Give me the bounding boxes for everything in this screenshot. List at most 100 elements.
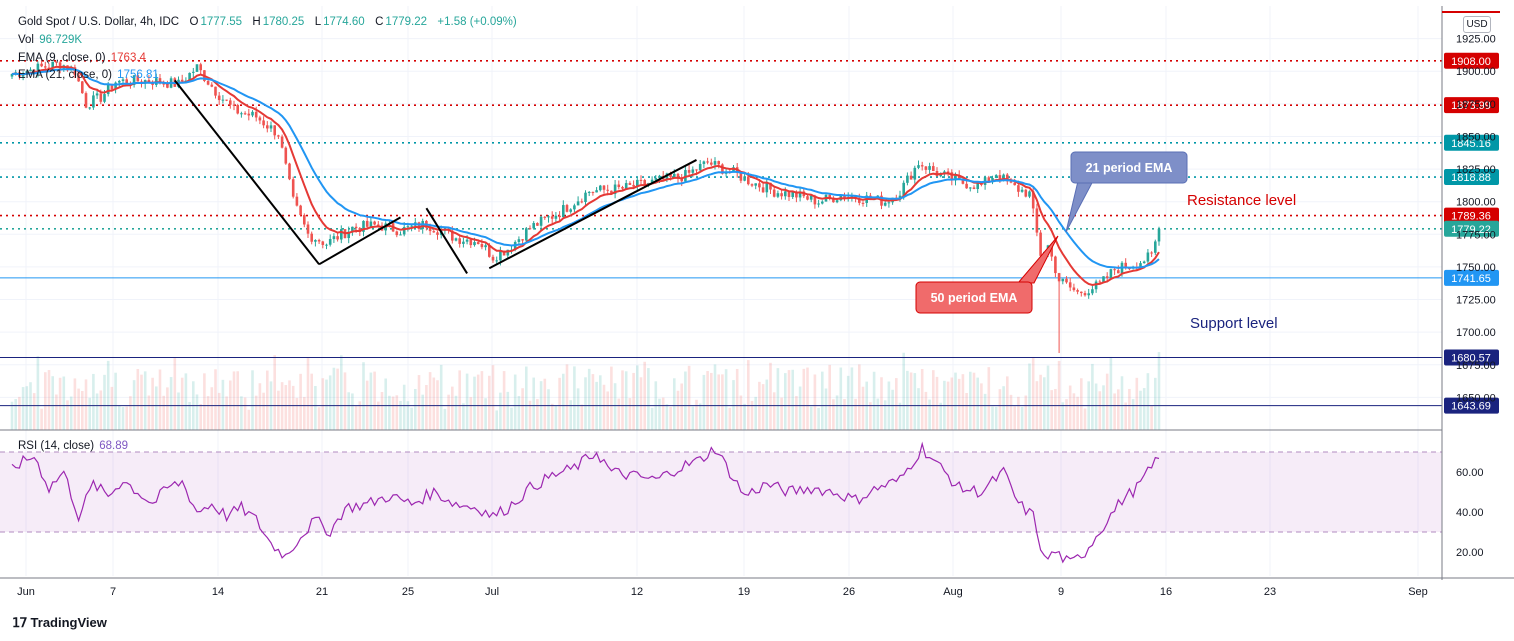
callout-21-pointer <box>1065 180 1094 233</box>
volume-bar <box>499 392 502 430</box>
volume-bar <box>21 387 25 430</box>
candle-body <box>291 179 295 197</box>
candle-body <box>673 173 676 177</box>
volume-bar <box>824 388 828 430</box>
volume-bar <box>55 394 58 430</box>
candle-body <box>229 100 232 105</box>
callout-21-label: 21 period EMA <box>1086 161 1173 175</box>
candle-body <box>1146 252 1150 262</box>
candle-body <box>739 172 743 181</box>
volume-bar <box>706 371 709 430</box>
volume-bar <box>84 379 88 430</box>
price-tick-label: 1925.00 <box>1456 34 1496 46</box>
trend-line <box>174 79 320 265</box>
candle-body <box>251 111 254 116</box>
symbol-title[interactable]: Gold Spot / U.S. Dollar, 4h, IDC <box>18 16 180 28</box>
volume-bar <box>957 378 961 430</box>
candle-body <box>636 179 639 187</box>
candle-body <box>1102 276 1105 283</box>
candle-body <box>354 226 358 229</box>
candle-body <box>702 161 706 164</box>
candle-body <box>795 191 798 198</box>
volume-bar <box>491 365 495 430</box>
volume-bar <box>266 370 269 430</box>
candle-body <box>44 66 47 68</box>
candle-body <box>1013 182 1016 186</box>
time-tick-label: 12 <box>631 586 643 598</box>
volume-bar <box>214 369 217 430</box>
volume-bar <box>913 373 917 430</box>
tradingview-logo[interactable]: 𝟣𝟩 TradingView <box>12 615 107 630</box>
volume-bar <box>832 399 835 430</box>
candle-body <box>36 63 40 74</box>
volume-bar <box>1031 357 1035 430</box>
candle-body <box>491 256 495 261</box>
volume-bar <box>532 377 535 430</box>
candle-body <box>10 73 14 77</box>
rsi-band-fill <box>0 452 1442 532</box>
candle-body <box>99 93 103 102</box>
volume-bar <box>1102 385 1105 430</box>
currency-button[interactable]: USD <box>1463 16 1491 33</box>
candle-body <box>77 75 80 82</box>
rsi-panel: 60.00 40.00 20.00 <box>0 441 1484 564</box>
candle-body <box>562 205 565 218</box>
volume-bar <box>299 373 302 430</box>
candle-body <box>784 191 787 197</box>
candle-body <box>772 189 776 197</box>
volume-bar <box>425 385 428 430</box>
volume-bar <box>613 383 617 430</box>
candle-body <box>639 179 643 181</box>
volume-bar <box>162 395 165 430</box>
volume-bar <box>576 388 580 430</box>
volume-bar <box>395 395 399 430</box>
callout-21-box <box>1070 151 1188 184</box>
price-tick-label: 1725.00 <box>1456 295 1496 307</box>
volume-bar <box>909 372 913 430</box>
candle-body <box>902 182 905 196</box>
candle-body <box>1061 278 1065 282</box>
volume-bar <box>203 373 206 430</box>
volume-bar <box>258 383 262 430</box>
ema9-legend[interactable]: EMA (9, close, 0) 1763.4 <box>18 52 146 64</box>
volume-bar <box>1094 383 1098 430</box>
candle-body <box>606 189 609 191</box>
candle-body <box>713 161 717 165</box>
volume-bar <box>1128 388 1131 430</box>
volume-bar <box>32 393 36 430</box>
candle-body <box>887 202 891 204</box>
candle-body <box>1035 208 1039 233</box>
volume-bar <box>1157 352 1161 430</box>
candle-body <box>924 166 928 170</box>
vol-legend[interactable]: Vol 96.729K <box>18 34 83 46</box>
candle-body <box>332 236 336 240</box>
candle-body <box>469 239 473 246</box>
candle-body <box>1142 261 1146 264</box>
candle-body <box>232 104 236 106</box>
volume-bar <box>132 380 136 430</box>
candle-body <box>21 74 25 77</box>
volume-bar <box>243 397 247 430</box>
volume-bar <box>998 389 1002 430</box>
candle-body <box>1006 174 1009 182</box>
volume-bar <box>502 371 506 430</box>
candle-body <box>55 61 58 63</box>
rsi-legend[interactable]: RSI (14, close) 68.89 <box>18 440 129 452</box>
candle-body <box>676 173 680 178</box>
candle-body <box>817 203 820 205</box>
volume-bar <box>1013 406 1016 430</box>
volume-bar <box>599 375 602 430</box>
candle-body <box>710 162 713 165</box>
candle-body <box>654 178 658 180</box>
candle-body <box>813 195 817 205</box>
candle-body <box>687 170 691 173</box>
candle-body <box>917 165 920 168</box>
level-price-label: 1818.88 <box>1451 172 1491 184</box>
volume-bar <box>806 367 809 430</box>
ema21-legend[interactable]: EMA (21, close, 0) 1756.81 <box>18 69 159 81</box>
level-price-label: 1643.69 <box>1451 401 1491 413</box>
volume-bar <box>314 386 317 430</box>
volume-bar <box>602 384 606 430</box>
volume-bar <box>103 374 106 430</box>
